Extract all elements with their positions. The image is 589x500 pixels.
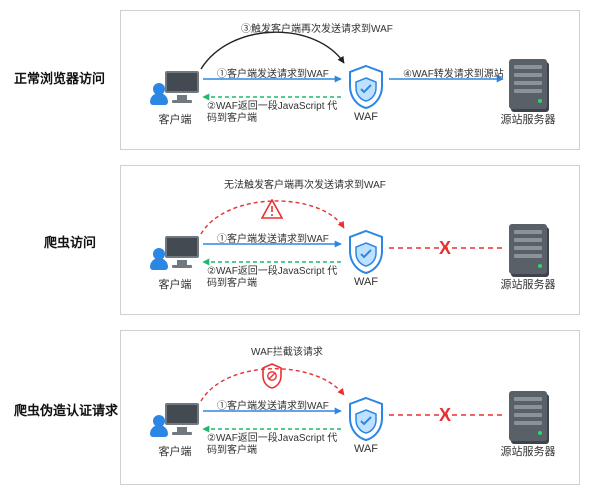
- row1-l2: ②WAF返回一段JavaScript 代码到客户端: [207, 101, 347, 125]
- row2-title: 爬虫访问: [44, 232, 96, 251]
- waf-shield-icon: [346, 396, 386, 442]
- x-mark: X: [439, 405, 451, 426]
- server-icon: [509, 59, 547, 109]
- client-icon: [151, 403, 199, 443]
- row3-l2: ②WAF返回一段JavaScript 代码到客户端: [207, 433, 347, 457]
- row1-title: 正常浏览器访问: [14, 68, 105, 87]
- waf-label: WAF: [346, 276, 386, 288]
- row1-l4: ④WAF转发请求到源站: [403, 65, 504, 80]
- row2-l2: ②WAF返回一段JavaScript 代码到客户端: [207, 266, 347, 290]
- row3-l1: ①客户端发送请求到WAF: [217, 397, 329, 412]
- x-mark: X: [439, 238, 451, 259]
- server-label: 源站服务器: [493, 276, 563, 292]
- row1-panel: 客户端 WAF 源站服务器 ③触发客户端再次发送请求到WAF ①客户端发送请求到…: [120, 10, 580, 150]
- row3-title: 爬虫伪造认证请求: [14, 400, 118, 419]
- server-icon: [509, 391, 547, 441]
- client-icon: [151, 71, 199, 111]
- row1-l1: ①客户端发送请求到WAF: [217, 65, 329, 80]
- row2-panel: 客户端 WAF 源站服务器 X 无法触发客户端再次发送请求到WAF ①客户端发送…: [120, 165, 580, 315]
- client-label: 客户端: [151, 111, 199, 127]
- row2-l1: ①客户端发送请求到WAF: [217, 230, 329, 245]
- warning-icon: [261, 199, 283, 219]
- waf-label: WAF: [346, 443, 386, 455]
- waf-label: WAF: [346, 111, 386, 123]
- client-label: 客户端: [151, 276, 199, 292]
- row3-panel: 客户端 WAF 源站服务器 X WAF拦截该请求 ①客户端发送请求到WAF ②W…: [120, 330, 580, 485]
- row3-l0: WAF拦截该请求: [251, 343, 323, 358]
- server-label: 源站服务器: [493, 443, 563, 459]
- client-label: 客户端: [151, 443, 199, 459]
- client-icon: [151, 236, 199, 276]
- row1-l3: ③触发客户端再次发送请求到WAF: [241, 20, 393, 35]
- server-icon: [509, 224, 547, 274]
- block-shield-icon: [261, 363, 283, 389]
- waf-shield-icon: [346, 229, 386, 275]
- row2-l0: 无法触发客户端再次发送请求到WAF: [224, 176, 386, 191]
- waf-shield-icon: [346, 64, 386, 110]
- server-label: 源站服务器: [493, 111, 563, 127]
